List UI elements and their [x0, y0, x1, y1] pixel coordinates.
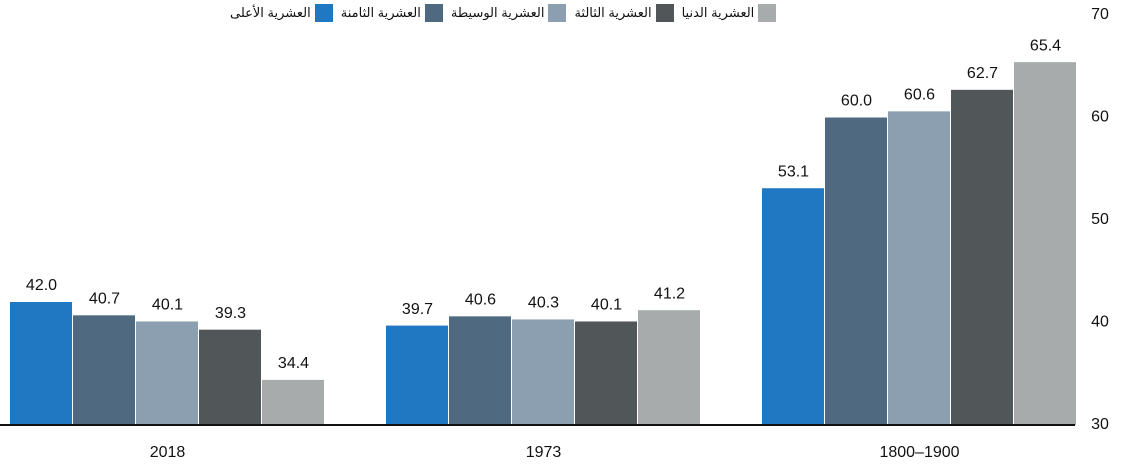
bar: [825, 117, 887, 425]
x-tick-label: 1973: [526, 444, 562, 461]
bar: [386, 325, 448, 425]
legend-label: العشرية الوسيطة: [450, 5, 545, 20]
data-label: 65.4: [1030, 37, 1061, 54]
bar: [199, 329, 261, 425]
data-label: 39.3: [215, 305, 246, 322]
y-tick-label: 60: [1091, 109, 1109, 126]
data-label: 34.4: [278, 355, 309, 372]
legend-label: العشرية الأعلى: [230, 5, 311, 20]
legend-item: العشرية الدنيا: [682, 4, 777, 22]
bar: [1014, 62, 1076, 426]
legend-swatch: [655, 4, 674, 22]
y-tick-label: 30: [1091, 416, 1109, 433]
legend-swatch: [424, 4, 443, 22]
bar: [951, 89, 1013, 425]
bar: [262, 379, 324, 425]
x-tick-label: 1800–1900: [879, 444, 959, 461]
data-label: 53.1: [778, 163, 809, 180]
data-label: 40.3: [528, 295, 559, 312]
data-label: 40.1: [591, 297, 622, 314]
legend-label: العشرية الثامنة: [340, 5, 421, 20]
legend: العشرية الأعلى العشرية الثامنة العشرية الو…: [230, 4, 777, 22]
legend-item: العشرية الأعلى: [230, 4, 333, 22]
bar: [10, 302, 72, 425]
data-label: 42.0: [26, 277, 57, 294]
data-label: 41.2: [654, 285, 685, 302]
legend-label: العشرية الثالثة: [574, 5, 652, 20]
bar: [449, 316, 511, 425]
data-label: 39.7: [402, 301, 433, 318]
bar: [512, 319, 574, 425]
data-label: 40.6: [465, 292, 496, 309]
bar: [888, 111, 950, 425]
legend-swatch: [758, 4, 777, 22]
bar: [73, 315, 135, 425]
y-tick-label: 40: [1091, 314, 1109, 331]
data-label: 60.6: [904, 87, 935, 104]
x-tick-label: 2018: [150, 444, 186, 461]
legend-swatch: [548, 4, 567, 22]
legend-item: العشرية الوسيطة: [451, 4, 567, 22]
data-label: 60.0: [841, 93, 872, 110]
legend-item: العشرية الثامنة: [341, 4, 443, 22]
bar: [762, 188, 824, 425]
legend-label: العشرية الدنيا: [681, 5, 755, 20]
bar: [136, 321, 198, 425]
y-tick-label: 50: [1091, 211, 1109, 228]
data-label: 40.7: [89, 291, 120, 308]
data-label: 40.1: [152, 297, 183, 314]
bar: [575, 321, 637, 425]
data-label: 62.7: [967, 65, 998, 82]
legend-swatch: [314, 4, 333, 22]
legend-item: العشرية الثالثة: [574, 4, 674, 22]
y-tick-label: 70: [1091, 6, 1109, 23]
bar: [638, 310, 700, 425]
